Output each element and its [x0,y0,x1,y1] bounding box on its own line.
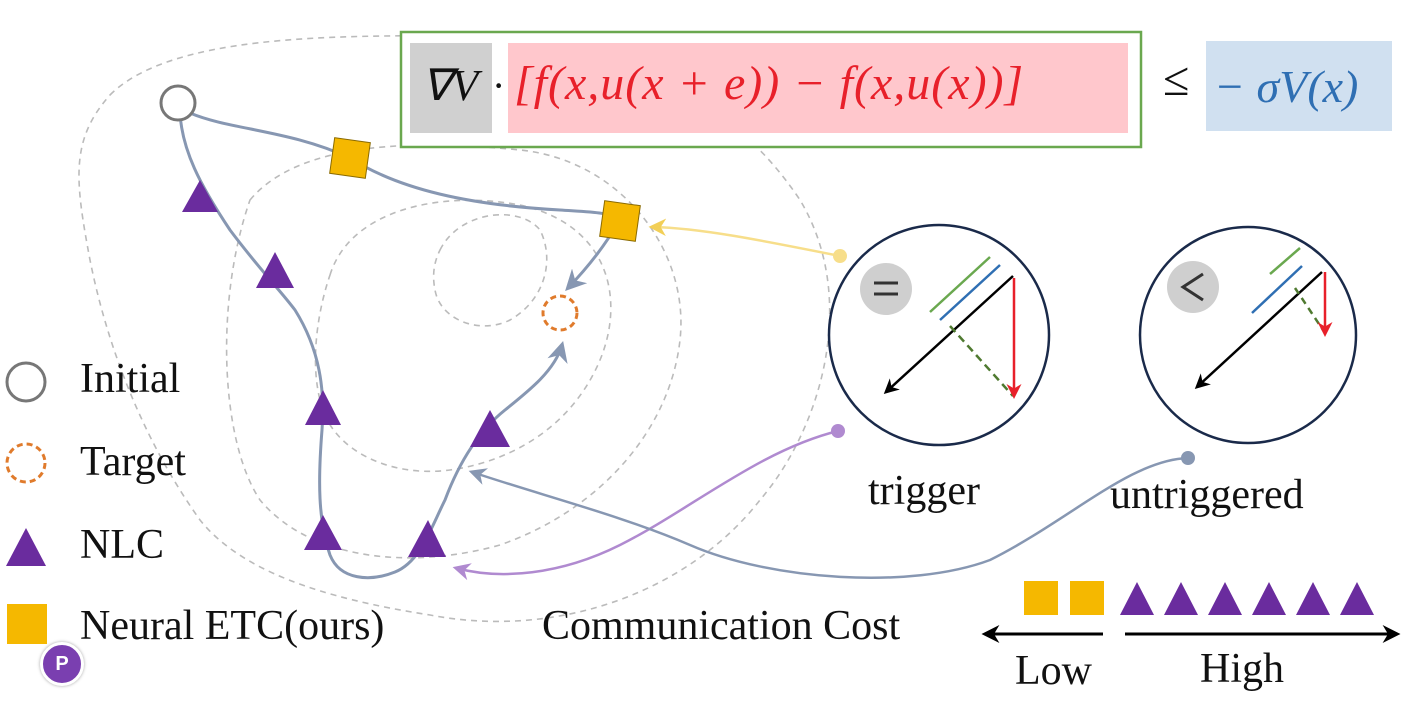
formula-grad-v: ∇V [422,61,479,110]
contour-core [432,213,548,327]
grad-bg [410,43,492,133]
purple-link-line [452,429,839,581]
cost-nlc-triangle [1340,582,1374,615]
cost-scale [981,581,1401,643]
legend-etc-icon [7,604,47,644]
legend-etc-label: Neural ETC(ours) [80,603,385,649]
legend-markers [5,361,47,644]
formula-dot: · [492,63,506,108]
legend-target-label: Target [80,439,186,485]
initial-marker [159,84,197,122]
formula-rhs: − σV(x) [1214,61,1359,112]
legend-nlc-icon [6,528,46,566]
etc-squares [329,137,641,242]
cost-nlc-triangle [1208,582,1242,615]
nlc-triangle [256,252,294,288]
contour-inner [314,199,612,473]
legend-nlc-label: NLC [80,522,164,568]
untriggered-link-line [468,456,1189,579]
target-marker [541,294,579,332]
cost-nlc-triangle [1164,582,1198,615]
untriggered-link-dot [1181,451,1195,465]
formula-relation: ≤ [1163,53,1190,106]
badge-icon[interactable]: P [40,642,84,686]
nlc-triangle [408,520,446,557]
nlc-triangle [470,410,510,447]
formula-bracket-expr: [f(x,u(x + e)) − f(x,u(x))] [514,57,1025,110]
cost-nlc-triangle [1120,582,1154,615]
nlc-triangle [305,390,341,425]
cost-nlc-triangle [1252,582,1286,615]
cost-etc-square [1024,581,1058,615]
contour-outer [78,34,831,623]
bracket-bg [508,43,1128,133]
trigger-link-dot [833,249,847,263]
rhs-bg [1206,41,1392,131]
nlc-trajectory [178,112,568,580]
cost-low-label: Low [1015,648,1092,694]
nlc-triangle [182,180,218,212]
formula-box [399,30,1392,149]
cost-title: Communication Cost [542,603,901,649]
etc-square [329,137,371,179]
nlc-triangle [304,515,342,550]
untriggered-inset [1138,225,1358,445]
equal-badge-bg [860,263,912,315]
cost-nlc-triangle [1296,582,1330,615]
purple-link-dot [831,424,845,438]
legend-target-icon [5,442,47,484]
nlc-triangles [182,180,510,557]
contour-mid [225,144,682,559]
trigger-inset [827,223,1051,447]
legend-initial-icon [5,361,47,403]
contour-lines [78,34,831,623]
cost-etc-square [1070,581,1104,615]
legend-initial-label: Initial [80,356,181,402]
untriggered-label: untriggered [1110,472,1304,518]
cost-high-label: High [1200,646,1284,692]
trigger-label: trigger [868,468,980,514]
less-badge-bg [1167,261,1219,313]
trigger-link-line [648,218,841,258]
etc-square [599,200,641,242]
